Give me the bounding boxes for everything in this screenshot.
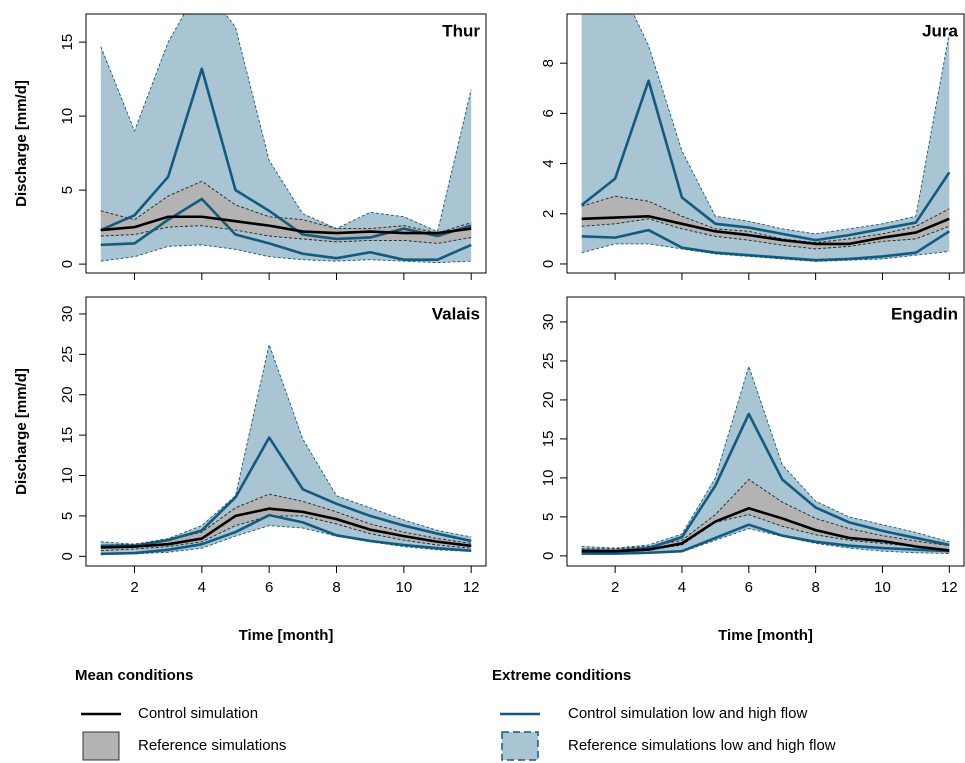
- y-tick-label: 2: [540, 210, 557, 218]
- y-tick-label: 0: [540, 260, 557, 268]
- y-axis-label: Discharge [mm/d]: [13, 80, 30, 207]
- x-tick-label: 4: [198, 579, 206, 596]
- line: [100, 436, 472, 548]
- x-tick-label: 10: [874, 579, 891, 596]
- plot-box: [566, 296, 965, 567]
- legend-label: Control simulation: [138, 705, 258, 722]
- x-tick-label: 6: [745, 579, 753, 596]
- x-tick-label: 8: [811, 579, 819, 596]
- band: [581, 14, 950, 262]
- y-tick-label: 25: [540, 353, 557, 370]
- x-tick-label: 12: [941, 579, 958, 596]
- line: [581, 523, 950, 555]
- legend-swatch: [501, 731, 539, 761]
- band-edge: [100, 515, 472, 552]
- x-tick-label: 10: [396, 579, 413, 596]
- panel-title: Valais: [432, 304, 480, 323]
- band: [581, 479, 950, 552]
- line: [581, 507, 950, 553]
- panel-title: Thur: [442, 21, 480, 40]
- plot-box: [85, 13, 487, 274]
- band: [581, 366, 950, 555]
- y-tick-label: 30: [540, 314, 557, 331]
- y-tick-label: 0: [540, 552, 557, 560]
- y-tick-label: 6: [540, 109, 557, 117]
- y-tick-label: 30: [59, 306, 76, 323]
- y-tick-label: 20: [540, 392, 557, 409]
- y-tick-label: 10: [540, 470, 557, 487]
- band-edge: [100, 225, 472, 244]
- line: [581, 228, 950, 262]
- x-tick-label: 6: [265, 579, 273, 596]
- legend-label: Reference simulations low and high flow: [568, 737, 836, 754]
- panel-title: Jura: [922, 21, 958, 40]
- x-axis-label: Time [month]: [239, 627, 334, 644]
- y-tick-label: 20: [59, 386, 76, 403]
- y-tick-label: 8: [540, 59, 557, 67]
- band-edge: [100, 244, 472, 264]
- plot-area: [581, 364, 950, 555]
- band-edge: [581, 364, 950, 549]
- legend-title: Mean conditions: [75, 667, 193, 684]
- band-edge: [100, 525, 472, 556]
- band-edge: [100, 180, 472, 234]
- plot-box: [566, 13, 965, 274]
- line: [100, 67, 472, 241]
- line: [580, 79, 951, 242]
- x-axis-label: Time [month]: [718, 627, 813, 644]
- line: [100, 215, 472, 235]
- y-tick-label: 15: [59, 34, 76, 51]
- x-tick-label: 4: [678, 579, 686, 596]
- y-tick-label: 0: [59, 260, 76, 268]
- plot-area: [580, 14, 951, 262]
- band-edge: [633, 14, 950, 235]
- plot-area: [100, 343, 472, 556]
- y-axis-label: Discharge [mm/d]: [13, 368, 30, 495]
- band-edge: [100, 343, 472, 545]
- legend-label: Reference simulations: [138, 737, 286, 754]
- x-tick-label: 8: [332, 579, 340, 596]
- y-tick-label: 5: [59, 186, 76, 194]
- band: [100, 344, 472, 555]
- line: [100, 507, 472, 549]
- line: [100, 197, 472, 261]
- band-edge: [581, 195, 950, 244]
- y-tick-label: 15: [59, 427, 76, 444]
- x-tick-label: 12: [463, 579, 480, 596]
- y-tick-label: 4: [540, 159, 557, 167]
- legend-label: Control simulation low and high flow: [568, 705, 807, 722]
- legend-swatch: [82, 731, 120, 761]
- line: [581, 214, 950, 246]
- y-tick-label: 0: [59, 552, 76, 560]
- y-tick-label: 5: [540, 513, 557, 521]
- plot-box: [85, 296, 487, 567]
- legend-title: Extreme conditions: [492, 667, 631, 684]
- y-tick-label: 15: [540, 431, 557, 448]
- panel-title: Engadin: [891, 304, 958, 323]
- x-tick-label: 2: [130, 579, 138, 596]
- y-tick-label: 5: [59, 512, 76, 520]
- y-tick-label: 10: [59, 108, 76, 125]
- band: [100, 181, 472, 244]
- band-edge: [581, 218, 950, 250]
- plot-area: [100, 14, 472, 264]
- band: [100, 494, 472, 551]
- line: [100, 513, 472, 556]
- band-edge: [581, 478, 950, 550]
- y-tick-label: 25: [59, 346, 76, 363]
- x-tick-label: 2: [611, 579, 619, 596]
- y-tick-label: 10: [59, 467, 76, 484]
